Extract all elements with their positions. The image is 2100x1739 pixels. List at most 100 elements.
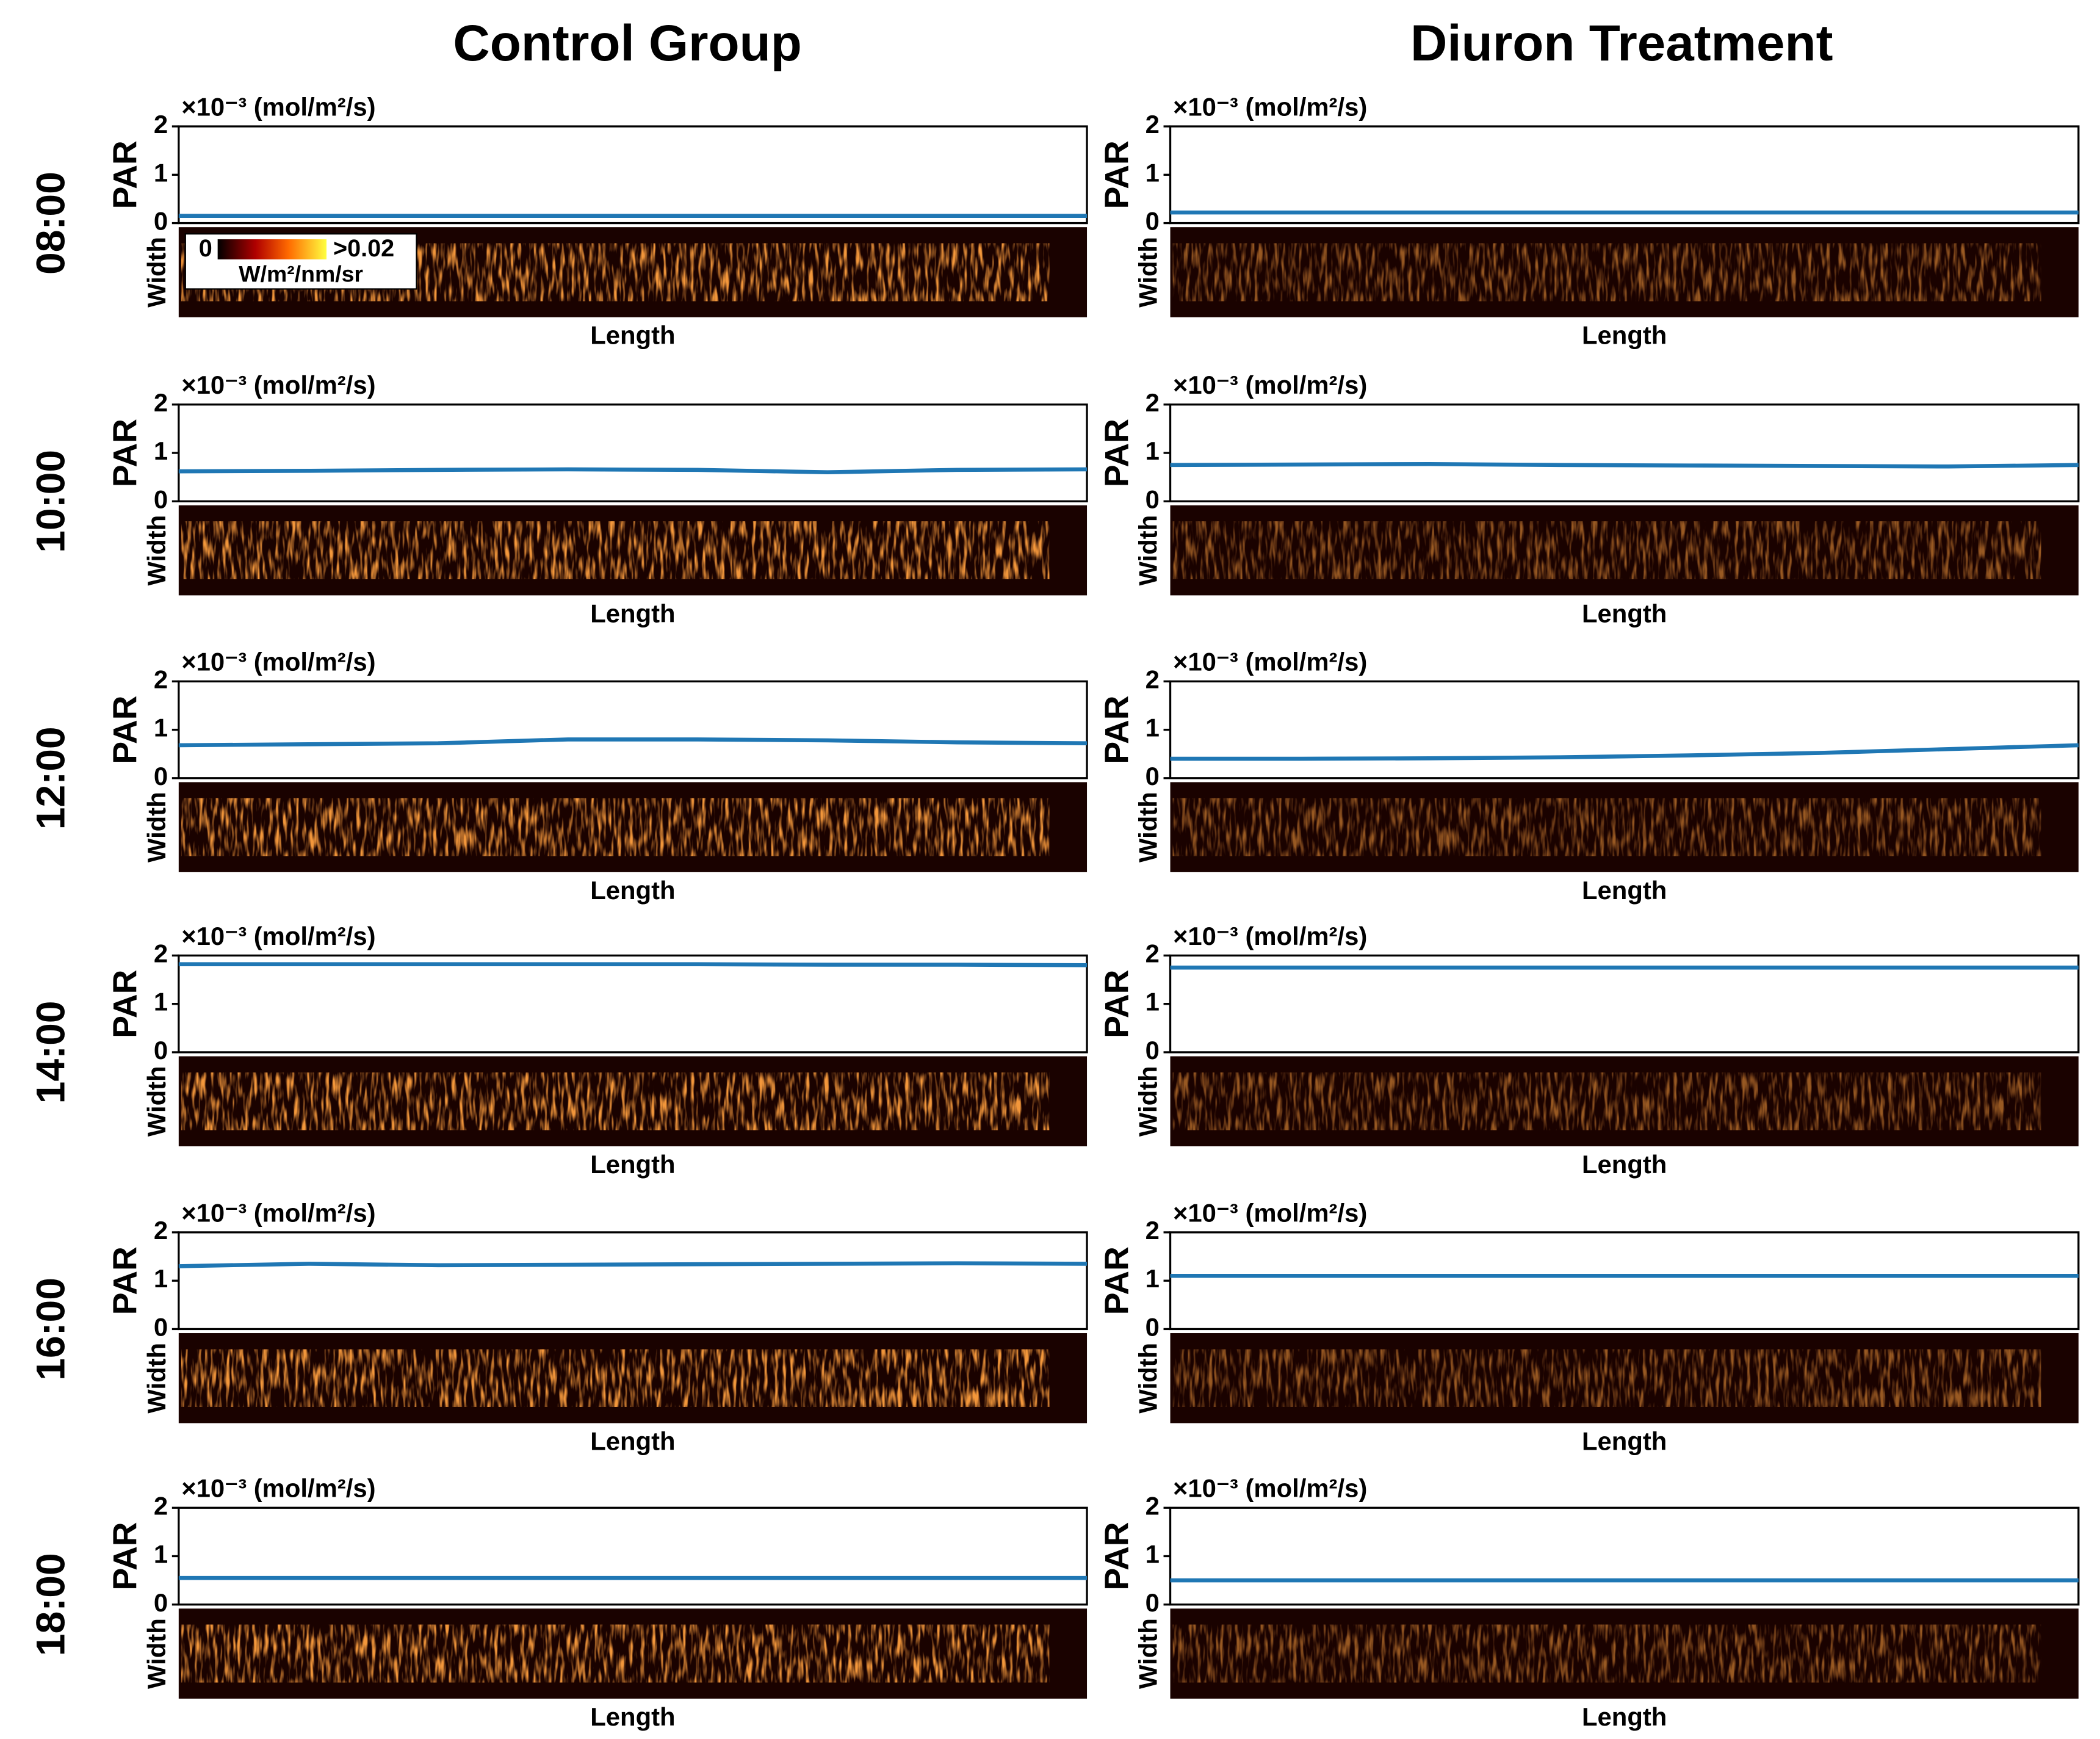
plot-frame bbox=[1169, 680, 2080, 779]
column-title: Diuron Treatment bbox=[1410, 14, 1833, 71]
colorbar-tick-label: >0.02 bbox=[333, 235, 394, 262]
unit-label: ×10⁻³ (mol/m²/s) bbox=[181, 371, 375, 399]
plot-frame bbox=[1169, 403, 2080, 502]
unit-label: ×10⁻³ (mol/m²/s) bbox=[1173, 922, 1367, 950]
unit-label: ×10⁻³ (mol/m²/s) bbox=[1173, 1198, 1367, 1227]
image-texture bbox=[1172, 1072, 2041, 1130]
image-band bbox=[181, 1624, 1050, 1683]
y-tick-label: 1 bbox=[154, 1540, 168, 1569]
plot-frame bbox=[178, 125, 1088, 225]
image-band bbox=[1172, 1624, 2041, 1683]
image-band bbox=[1172, 1072, 2041, 1130]
y-tick-label: 2 bbox=[1146, 665, 1160, 693]
image-y-label: Width bbox=[142, 1066, 171, 1137]
y-axis-label: PAR bbox=[1097, 696, 1135, 764]
x-axis-label: Length bbox=[1582, 321, 1667, 350]
y-tick-label: 0 bbox=[154, 485, 168, 513]
unit-label: ×10⁻³ (mol/m²/s) bbox=[181, 1474, 375, 1503]
par-line bbox=[1170, 743, 2079, 761]
image-texture bbox=[181, 1349, 1050, 1407]
y-tick-label: 2 bbox=[154, 939, 168, 967]
y-tick-label: 0 bbox=[154, 207, 168, 236]
row-label: 18:00 bbox=[27, 1553, 73, 1656]
y-axis-label: PAR bbox=[1097, 1246, 1135, 1315]
unit-label: ×10⁻³ (mol/m²/s) bbox=[1173, 92, 1367, 121]
image-band bbox=[181, 1349, 1050, 1407]
x-axis-label: Length bbox=[590, 876, 675, 905]
y-tick-label: 2 bbox=[1146, 1491, 1160, 1520]
plot-frame bbox=[1169, 1231, 2080, 1331]
image-texture bbox=[181, 798, 1050, 856]
x-axis-label: Length bbox=[1582, 599, 1667, 627]
image-texture bbox=[181, 1072, 1050, 1130]
par-line bbox=[178, 1261, 1088, 1268]
plot-frame bbox=[178, 680, 1088, 779]
image-band bbox=[1172, 798, 2041, 856]
image-band bbox=[181, 521, 1050, 579]
column-title: Control Group bbox=[453, 14, 801, 71]
y-tick-label: 1 bbox=[1146, 1264, 1160, 1293]
par-line bbox=[178, 962, 1088, 967]
image-y-label: Width bbox=[142, 1343, 171, 1414]
unit-label: ×10⁻³ (mol/m²/s) bbox=[181, 648, 375, 676]
x-axis-label: Length bbox=[1582, 1150, 1667, 1179]
y-tick-label: 1 bbox=[154, 1264, 168, 1293]
y-tick-label: 2 bbox=[154, 388, 168, 417]
y-axis-label: PAR bbox=[106, 419, 144, 487]
plot-frame bbox=[1169, 125, 2080, 225]
y-tick-label: 2 bbox=[1146, 939, 1160, 967]
par-line bbox=[1170, 461, 2079, 469]
y-tick-label: 2 bbox=[1146, 1216, 1160, 1245]
y-tick-label: 2 bbox=[1146, 110, 1160, 139]
y-tick-label: 0 bbox=[1146, 485, 1160, 513]
y-tick-label: 1 bbox=[154, 714, 168, 742]
plot-frame bbox=[178, 403, 1088, 502]
plot-frame bbox=[1169, 1506, 2080, 1606]
plot-frame bbox=[1169, 954, 2080, 1054]
par-line bbox=[178, 467, 1088, 475]
y-axis-label: PAR bbox=[1097, 140, 1135, 209]
x-axis-label: Length bbox=[590, 321, 675, 350]
row-label: 12:00 bbox=[27, 726, 73, 830]
row-label: 16:00 bbox=[27, 1278, 73, 1381]
y-tick-label: 1 bbox=[154, 436, 168, 465]
image-y-label: Width bbox=[1134, 1618, 1163, 1689]
row-label: 14:00 bbox=[27, 1000, 73, 1104]
y-axis-label: PAR bbox=[106, 1246, 144, 1315]
x-axis-label: Length bbox=[1582, 1702, 1667, 1731]
y-axis-label: PAR bbox=[1097, 419, 1135, 487]
y-tick-label: 1 bbox=[154, 158, 168, 187]
y-tick-label: 0 bbox=[154, 1036, 168, 1065]
y-tick-label: 0 bbox=[154, 1312, 168, 1341]
image-texture bbox=[1172, 798, 2041, 856]
image-texture bbox=[1172, 243, 2041, 302]
image-y-label: Width bbox=[142, 515, 171, 586]
image-y-label: Width bbox=[142, 792, 171, 862]
image-y-label: Width bbox=[142, 1618, 171, 1689]
unit-label: ×10⁻³ (mol/m²/s) bbox=[1173, 648, 1367, 676]
colorbar-gradient bbox=[217, 239, 327, 260]
image-y-label: Width bbox=[1134, 515, 1163, 586]
unit-label: ×10⁻³ (mol/m²/s) bbox=[1173, 371, 1367, 399]
image-band bbox=[1172, 521, 2041, 579]
image-band bbox=[181, 798, 1050, 856]
image-texture bbox=[1172, 521, 2041, 579]
y-tick-label: 2 bbox=[154, 1216, 168, 1245]
image-y-label: Width bbox=[142, 237, 171, 308]
image-band bbox=[1172, 1349, 2041, 1407]
y-tick-label: 0 bbox=[154, 1588, 168, 1617]
x-axis-label: Length bbox=[590, 599, 675, 627]
y-tick-label: 0 bbox=[1146, 1588, 1160, 1617]
image-y-label: Width bbox=[1134, 792, 1163, 862]
row-label: 10:00 bbox=[27, 450, 73, 553]
image-y-label: Width bbox=[1134, 237, 1163, 308]
y-tick-label: 1 bbox=[1146, 714, 1160, 742]
y-tick-label: 0 bbox=[1146, 1312, 1160, 1341]
unit-label: ×10⁻³ (mol/m²/s) bbox=[181, 1198, 375, 1227]
y-tick-label: 2 bbox=[154, 665, 168, 693]
y-tick-label: 0 bbox=[154, 762, 168, 790]
plot-frame bbox=[178, 1231, 1088, 1331]
image-band bbox=[181, 1072, 1050, 1130]
y-tick-label: 1 bbox=[1146, 988, 1160, 1016]
